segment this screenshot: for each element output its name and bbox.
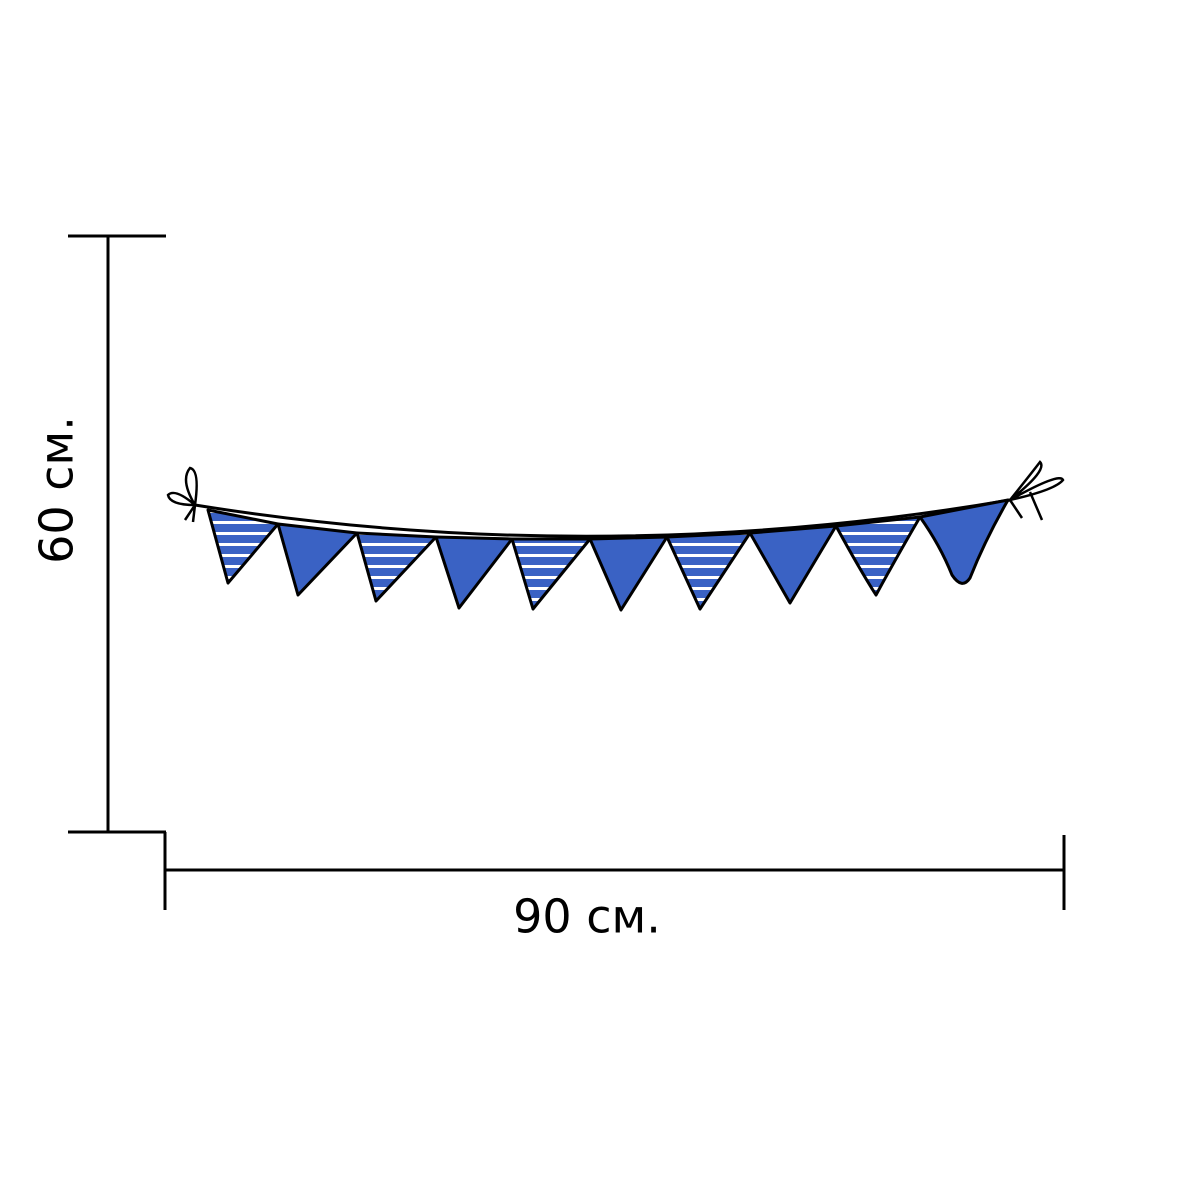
width-label: 90 см. — [513, 890, 661, 944]
bunting — [166, 460, 1065, 612]
height-label: 60 см. — [30, 416, 84, 564]
dimension-lines — [68, 234, 1066, 910]
